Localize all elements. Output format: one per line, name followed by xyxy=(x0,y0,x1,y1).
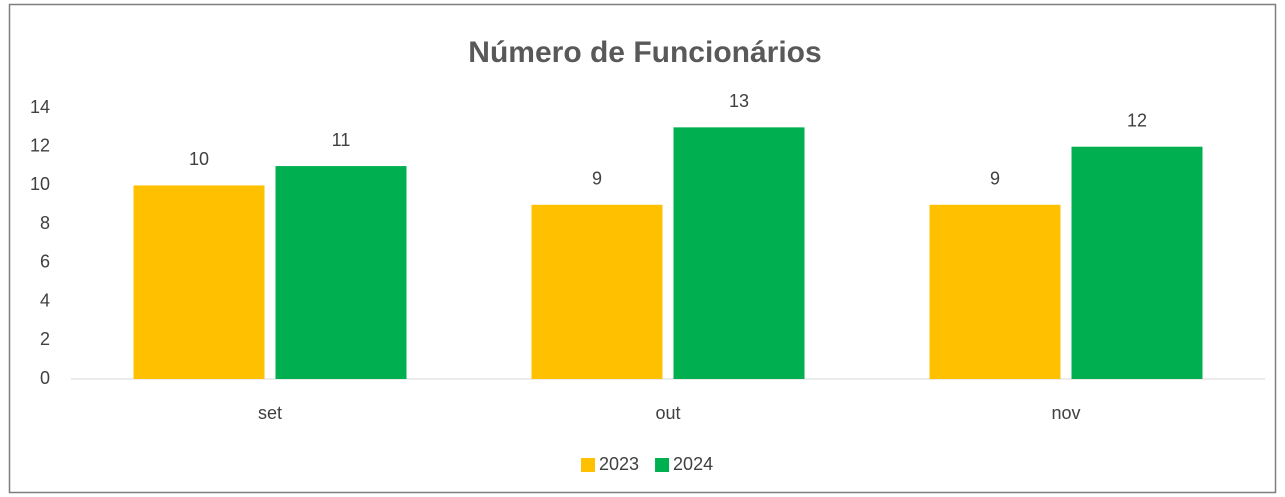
data-label: 9 xyxy=(592,169,602,189)
legend-label: 2024 xyxy=(673,454,713,474)
chart-title: Número de Funcionários xyxy=(468,36,821,69)
y-tick-label: 12 xyxy=(30,135,50,155)
x-tick-label: out xyxy=(655,403,680,423)
bar xyxy=(133,185,265,379)
y-tick-label: 6 xyxy=(40,252,50,272)
y-tick-label: 14 xyxy=(30,97,50,117)
y-tick-label: 4 xyxy=(40,290,50,310)
data-label: 10 xyxy=(189,149,209,169)
y-tick-label: 8 xyxy=(40,213,50,233)
x-tick-label: set xyxy=(258,403,282,423)
bar xyxy=(1071,146,1203,379)
legend-label: 2023 xyxy=(599,454,639,474)
y-tick-label: 10 xyxy=(30,174,50,194)
data-label: 13 xyxy=(729,91,749,111)
data-label: 12 xyxy=(1127,110,1147,130)
y-tick-label: 0 xyxy=(40,368,50,388)
bar xyxy=(929,204,1061,379)
legend-swatch xyxy=(581,458,595,472)
data-label: 9 xyxy=(990,169,1000,189)
bar xyxy=(275,166,407,379)
bar xyxy=(531,204,663,379)
legend-swatch xyxy=(655,458,670,472)
x-tick-label: nov xyxy=(1051,403,1080,423)
data-label: 11 xyxy=(332,130,351,150)
bar xyxy=(673,127,805,379)
y-tick-label: 2 xyxy=(40,329,50,349)
